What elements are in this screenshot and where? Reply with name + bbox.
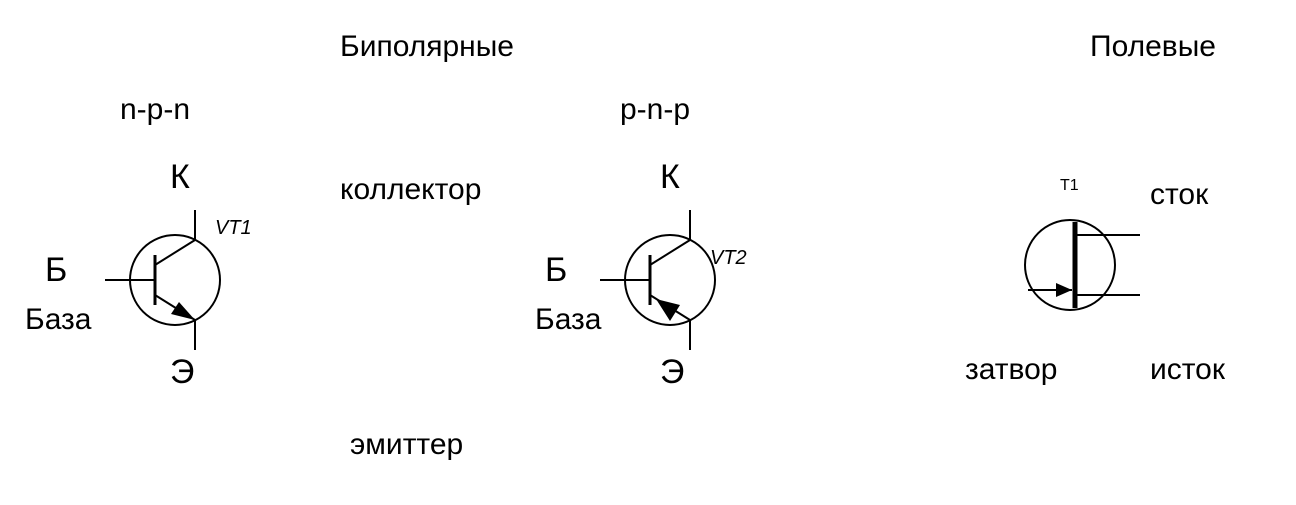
pnp-symbol — [600, 210, 740, 350]
heading-bipolar: Биполярные — [340, 32, 514, 62]
npn-symbol — [105, 210, 245, 350]
fet-symbol — [1000, 195, 1160, 335]
npn-k-label: К — [170, 160, 190, 194]
fet-designator: T1 — [1060, 178, 1079, 194]
npn-type-label: n-p-n — [120, 95, 190, 125]
fet-source-label: исток — [1150, 355, 1225, 385]
npn-base-word: База — [25, 305, 91, 335]
collector-word: коллектор — [340, 175, 481, 205]
pnp-base-word: База — [535, 305, 601, 335]
heading-field: Полевые — [1090, 32, 1216, 62]
pnp-e-label: Э — [660, 355, 684, 389]
pnp-type-label: p-n-p — [620, 95, 690, 125]
fet-gate-label: затвор — [965, 355, 1058, 385]
npn-e-label: Э — [170, 355, 194, 389]
emitter-word: эмиттер — [350, 430, 463, 460]
pnp-b-label: Б — [545, 253, 567, 287]
npn-b-label: Б — [45, 253, 67, 287]
pnp-k-label: К — [660, 160, 680, 194]
